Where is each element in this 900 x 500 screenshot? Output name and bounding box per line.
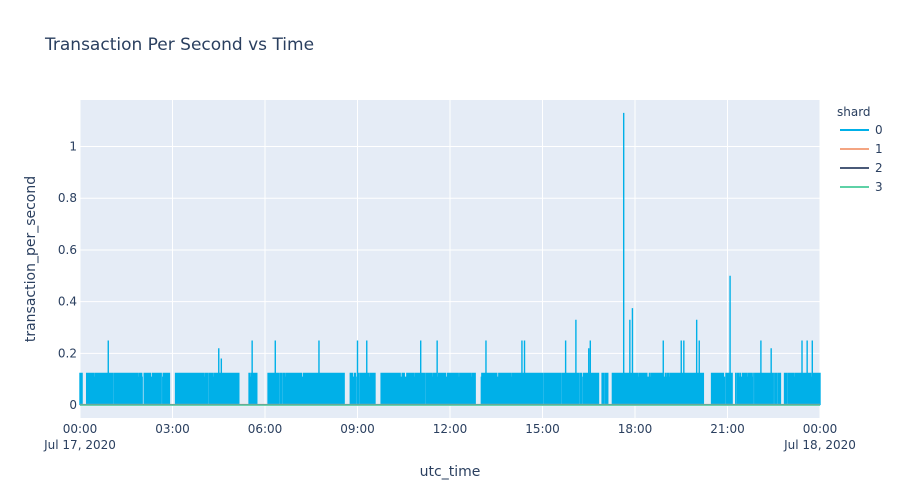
x-tick-label: 21:00 bbox=[710, 422, 745, 436]
x-tick-label: 00:00 bbox=[63, 422, 98, 436]
y-tick-label: 0.2 bbox=[58, 346, 77, 360]
y-tick-label: 0 bbox=[69, 398, 77, 412]
y-tick-label: 0.4 bbox=[58, 295, 77, 309]
series-layer bbox=[79, 112, 821, 406]
legend-label-0[interactable]: 0 bbox=[875, 123, 883, 137]
x-tick-date: Jul 18, 2020 bbox=[783, 438, 856, 452]
legend[interactable]: shard 0 1 2 3 bbox=[837, 105, 883, 194]
series-0-line bbox=[79, 112, 821, 406]
y-tick-label: 1 bbox=[69, 140, 77, 154]
chart-title: Transaction Per Second vs Time bbox=[44, 35, 314, 55]
x-axis: 00:00 Jul 17, 2020 03:00 06:00 09:00 12:00 15:… bbox=[43, 422, 856, 452]
x-tick-label: 18:00 bbox=[618, 422, 653, 436]
x-tick-label: 00:00 bbox=[803, 422, 838, 436]
y-tick-label: 0.6 bbox=[58, 243, 77, 257]
x-tick-label: 12:00 bbox=[433, 422, 468, 436]
x-axis-title: utc_time bbox=[420, 464, 481, 480]
x-tick-date: Jul 17, 2020 bbox=[43, 438, 116, 452]
legend-title: shard bbox=[837, 105, 871, 119]
y-tick-label: 0.8 bbox=[58, 191, 77, 205]
x-tick-label: 03:00 bbox=[155, 422, 190, 436]
y-axis: 0 0.2 0.4 0.6 0.8 1 bbox=[58, 140, 77, 413]
x-tick-label: 15:00 bbox=[525, 422, 560, 436]
legend-label-3[interactable]: 3 bbox=[875, 180, 883, 194]
legend-label-1[interactable]: 1 bbox=[875, 142, 883, 156]
legend-label-2[interactable]: 2 bbox=[875, 161, 883, 175]
x-tick-label: 09:00 bbox=[340, 422, 375, 436]
y-axis-title: transaction_per_second bbox=[23, 176, 39, 342]
x-tick-label: 06:00 bbox=[248, 422, 283, 436]
